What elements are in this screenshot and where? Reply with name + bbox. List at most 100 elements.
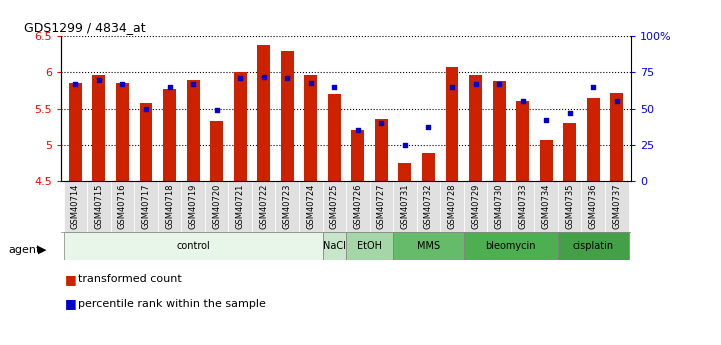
- Text: EtOH: EtOH: [357, 241, 382, 251]
- Text: GSM40716: GSM40716: [118, 184, 127, 229]
- Bar: [63, 231, 322, 260]
- Text: ■: ■: [65, 297, 76, 310]
- Bar: [252, 181, 275, 231]
- Text: GSM40733: GSM40733: [518, 184, 527, 229]
- Text: GSM40720: GSM40720: [212, 184, 221, 229]
- Point: [305, 80, 317, 85]
- Bar: [417, 181, 441, 231]
- Text: GSM40728: GSM40728: [448, 184, 456, 229]
- Point: [588, 84, 599, 90]
- Bar: [234, 72, 247, 181]
- Text: GSM40731: GSM40731: [400, 184, 410, 229]
- Text: NaCl: NaCl: [323, 241, 346, 251]
- Bar: [370, 181, 393, 231]
- Text: GSM40730: GSM40730: [495, 184, 503, 229]
- Point: [211, 107, 222, 113]
- Bar: [464, 181, 487, 231]
- Point: [399, 142, 411, 148]
- Text: GSM40735: GSM40735: [565, 184, 574, 229]
- Text: GSM40727: GSM40727: [377, 184, 386, 229]
- Point: [423, 125, 434, 130]
- Text: GSM40722: GSM40722: [260, 184, 268, 229]
- Point: [540, 117, 552, 123]
- Bar: [534, 181, 558, 231]
- Bar: [299, 181, 322, 231]
- Bar: [610, 93, 623, 181]
- Bar: [257, 45, 270, 181]
- Bar: [92, 75, 105, 181]
- Bar: [210, 121, 223, 181]
- Bar: [469, 75, 482, 181]
- Bar: [346, 181, 370, 231]
- Bar: [69, 83, 82, 181]
- Text: cisplatin: cisplatin: [572, 241, 614, 251]
- Text: GSM40729: GSM40729: [471, 184, 480, 229]
- Bar: [492, 81, 505, 181]
- Text: control: control: [176, 241, 210, 251]
- Point: [517, 99, 528, 104]
- Bar: [441, 181, 464, 231]
- Text: percentile rank within the sample: percentile rank within the sample: [78, 299, 266, 308]
- Point: [564, 110, 575, 116]
- Point: [446, 84, 458, 90]
- Point: [187, 81, 199, 87]
- Text: GSM40721: GSM40721: [236, 184, 244, 229]
- Bar: [275, 181, 299, 231]
- Bar: [134, 181, 158, 231]
- Point: [376, 120, 387, 126]
- Text: ■: ■: [65, 273, 76, 286]
- Bar: [111, 181, 134, 231]
- Point: [164, 84, 175, 90]
- Text: GSM40736: GSM40736: [589, 184, 598, 229]
- Bar: [322, 231, 346, 260]
- Point: [493, 81, 505, 87]
- Text: GSM40714: GSM40714: [71, 184, 80, 229]
- Text: GSM40737: GSM40737: [612, 184, 622, 229]
- Bar: [346, 231, 393, 260]
- Text: transformed count: transformed count: [78, 275, 182, 284]
- Bar: [181, 181, 205, 231]
- Bar: [581, 181, 605, 231]
- Bar: [516, 101, 529, 181]
- Bar: [558, 231, 629, 260]
- Bar: [116, 83, 129, 181]
- Bar: [558, 181, 581, 231]
- Bar: [351, 130, 364, 181]
- Bar: [229, 181, 252, 231]
- Bar: [511, 181, 534, 231]
- Bar: [322, 181, 346, 231]
- Point: [117, 81, 128, 87]
- Bar: [280, 51, 293, 181]
- Bar: [63, 181, 87, 231]
- Point: [258, 74, 270, 79]
- Bar: [399, 163, 412, 181]
- Point: [281, 76, 293, 81]
- Bar: [163, 89, 176, 181]
- Bar: [422, 154, 435, 181]
- Text: GSM40725: GSM40725: [329, 184, 339, 229]
- Bar: [605, 181, 629, 231]
- Bar: [304, 75, 317, 181]
- Bar: [375, 119, 388, 181]
- Text: ▶: ▶: [37, 245, 46, 255]
- Point: [329, 84, 340, 90]
- Point: [70, 81, 81, 87]
- Text: GDS1299 / 4834_at: GDS1299 / 4834_at: [25, 21, 146, 34]
- Text: GSM40719: GSM40719: [189, 184, 198, 229]
- Bar: [140, 104, 152, 181]
- Bar: [393, 231, 464, 260]
- Text: GSM40723: GSM40723: [283, 184, 292, 229]
- Bar: [446, 67, 459, 181]
- Bar: [205, 181, 229, 231]
- Point: [234, 76, 246, 81]
- Text: GSM40734: GSM40734: [541, 184, 551, 229]
- Point: [141, 106, 152, 111]
- Text: bleomycin: bleomycin: [485, 241, 536, 251]
- Text: GSM40717: GSM40717: [141, 184, 151, 229]
- Point: [470, 81, 482, 87]
- Text: agent: agent: [9, 245, 41, 255]
- Text: GSM40732: GSM40732: [424, 184, 433, 229]
- Bar: [328, 94, 341, 181]
- Bar: [393, 181, 417, 231]
- Bar: [487, 181, 511, 231]
